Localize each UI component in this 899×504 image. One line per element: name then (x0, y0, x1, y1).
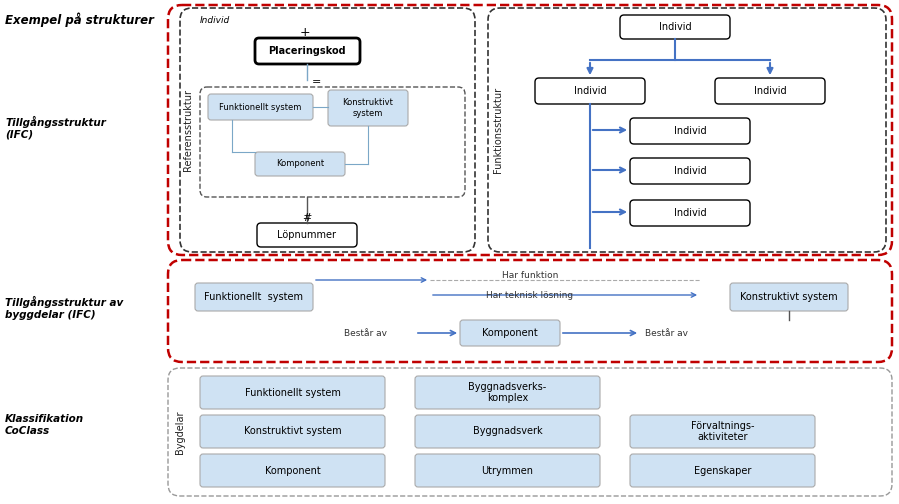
Text: Komponent: Komponent (276, 159, 324, 168)
FancyBboxPatch shape (730, 283, 848, 311)
FancyBboxPatch shape (195, 283, 313, 311)
Text: Funktionellt system: Funktionellt system (218, 102, 301, 111)
Text: Funktionellt  system: Funktionellt system (204, 292, 304, 302)
FancyBboxPatch shape (620, 15, 730, 39)
Text: Konstruktivt
system: Konstruktivt system (343, 98, 394, 118)
Text: Konstruktivt system: Konstruktivt system (740, 292, 838, 302)
Text: Placeringskod: Placeringskod (268, 46, 346, 56)
Text: Byggnadsverk: Byggnadsverk (473, 426, 542, 436)
Text: Exempel på strukturer: Exempel på strukturer (5, 12, 154, 27)
Text: Tillgångsstruktur av
byggdelar (IFC): Tillgångsstruktur av byggdelar (IFC) (5, 296, 123, 320)
FancyBboxPatch shape (328, 90, 408, 126)
FancyBboxPatch shape (460, 320, 560, 346)
Text: Individ: Individ (673, 166, 707, 176)
FancyBboxPatch shape (630, 158, 750, 184)
FancyBboxPatch shape (200, 415, 385, 448)
Text: #: # (302, 213, 312, 223)
Text: Har teknisk lösning: Har teknisk lösning (486, 290, 574, 299)
FancyBboxPatch shape (208, 94, 313, 120)
Text: Förvaltnings-
aktiviteter: Förvaltnings- aktiviteter (690, 421, 754, 443)
Text: =: = (312, 77, 321, 87)
Text: Referensstruktur: Referensstruktur (183, 89, 193, 171)
FancyBboxPatch shape (630, 118, 750, 144)
Text: Bygdelar: Bygdelar (175, 410, 185, 454)
FancyBboxPatch shape (257, 223, 357, 247)
FancyBboxPatch shape (415, 376, 600, 409)
Text: Funktionsstruktur: Funktionsstruktur (493, 87, 503, 173)
Text: Konstruktivt system: Konstruktivt system (244, 426, 342, 436)
Text: Har funktion: Har funktion (502, 271, 558, 280)
FancyBboxPatch shape (630, 415, 815, 448)
Text: Egenskaper: Egenskaper (694, 466, 752, 475)
Text: Komponent: Komponent (264, 466, 320, 475)
FancyBboxPatch shape (535, 78, 645, 104)
Text: Komponent: Komponent (482, 328, 538, 338)
FancyBboxPatch shape (415, 415, 600, 448)
FancyBboxPatch shape (630, 454, 815, 487)
Text: Individ: Individ (753, 86, 787, 96)
FancyBboxPatch shape (715, 78, 825, 104)
Text: Individ: Individ (659, 22, 691, 32)
FancyBboxPatch shape (200, 454, 385, 487)
FancyBboxPatch shape (255, 38, 360, 64)
Text: Består av: Består av (645, 329, 688, 338)
Text: Individ: Individ (200, 16, 230, 25)
Text: Löpnummer: Löpnummer (278, 230, 336, 240)
Text: Klassifikation
CoClass: Klassifikation CoClass (5, 414, 85, 436)
Text: Består av: Består av (343, 329, 387, 338)
Text: Individ: Individ (673, 126, 707, 136)
Text: Tillgångsstruktur
(IFC): Tillgångsstruktur (IFC) (5, 116, 106, 140)
Text: Individ: Individ (673, 208, 707, 218)
FancyBboxPatch shape (630, 200, 750, 226)
FancyBboxPatch shape (415, 454, 600, 487)
Text: Funktionellt system: Funktionellt system (245, 388, 341, 398)
Text: Byggnadsverks-
komplex: Byggnadsverks- komplex (468, 382, 547, 403)
Text: Individ: Individ (574, 86, 606, 96)
FancyBboxPatch shape (200, 376, 385, 409)
Text: +: + (299, 26, 310, 38)
Text: Utrymmen: Utrymmen (482, 466, 533, 475)
FancyBboxPatch shape (255, 152, 345, 176)
